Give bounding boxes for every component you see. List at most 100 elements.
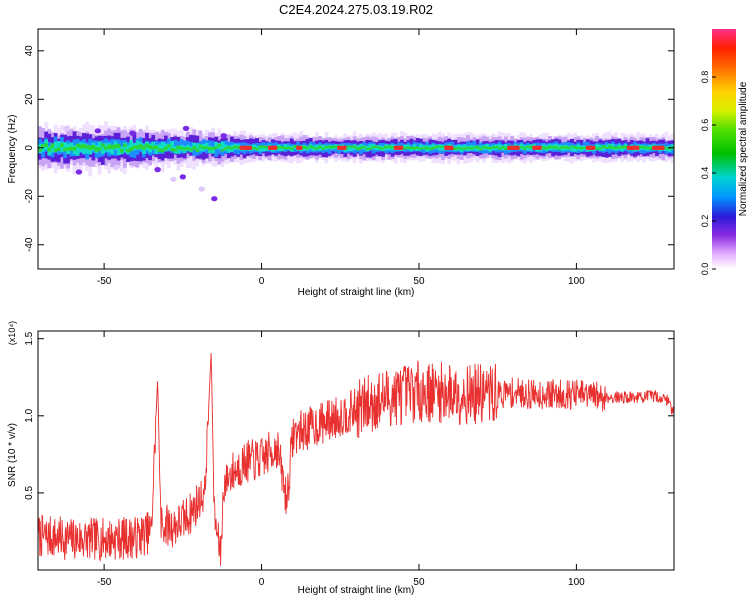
- band-cell: [497, 147, 502, 150]
- band-cell: [522, 147, 527, 150]
- band-cell: [167, 144, 171, 148]
- band-cell: [50, 143, 55, 148]
- band-cell: [217, 143, 222, 147]
- spectrogram-frame: [37, 28, 675, 270]
- band-cell: [201, 146, 206, 150]
- band-cell: [170, 141, 174, 150]
- band-cell: [280, 146, 285, 152]
- band-cell: [601, 145, 606, 149]
- colorbar: 0.0 0.2 0.4 0.6 0.8 Normalized spectral ampl…: [700, 29, 749, 275]
- snr-panel: -50 0 50 100 0.5 1.0 1.5 Height of straight li…: [7, 321, 675, 596]
- band-cell: [170, 147, 174, 152]
- band-cell: [321, 144, 326, 150]
- band-cell: [667, 147, 672, 150]
- band-cell: [132, 143, 137, 159]
- band-cell: [236, 145, 241, 150]
- band-cell: [485, 146, 489, 149]
- feature-blob: [211, 196, 218, 202]
- band-cell: [204, 142, 209, 150]
- band-cell: [623, 145, 628, 149]
- band-cell: [160, 148, 165, 153]
- band-cell: [390, 146, 395, 149]
- band-cell: [349, 145, 354, 148]
- band-cell: [472, 146, 477, 149]
- band-cell: [116, 143, 121, 148]
- band-cell: [491, 146, 496, 149]
- band-cell: [72, 146, 77, 151]
- band-cell: [409, 146, 414, 150]
- band-cell: [346, 145, 351, 148]
- feature-blob: [154, 167, 161, 173]
- band-cell: [441, 144, 445, 151]
- band-cell: [384, 145, 389, 149]
- band-cell: [50, 144, 55, 153]
- band-cell: [463, 147, 467, 150]
- band-cell: [157, 148, 162, 152]
- snr-xtick-label: 50: [413, 577, 425, 588]
- band-cell: [403, 147, 407, 150]
- colorbar-tick-label: 0.0: [700, 263, 710, 276]
- band-cell: [110, 144, 115, 150]
- band-cell: [211, 146, 215, 154]
- band-cell: [441, 145, 445, 148]
- band-cell: [333, 145, 338, 148]
- band-cell: [148, 145, 152, 150]
- band-cell: [173, 139, 178, 150]
- band-cell: [75, 143, 80, 147]
- snr-ylabel: SNR (10 * v/v): [7, 423, 18, 487]
- band-cell: [195, 148, 200, 152]
- band-cell: [648, 144, 653, 149]
- band-cell: [154, 145, 159, 150]
- band-cell: [425, 146, 430, 150]
- band-cell: [349, 146, 354, 151]
- snr-xtick-label: -50: [97, 577, 112, 588]
- band-cell: [107, 144, 112, 150]
- band-cell: [503, 147, 508, 150]
- band-cell: [378, 146, 382, 150]
- band-cell: [208, 147, 212, 151]
- band-cell: [151, 145, 156, 150]
- band-cell: [44, 143, 49, 147]
- feature-blob: [182, 125, 190, 131]
- band-cell: [82, 143, 86, 149]
- band-cell: [453, 147, 458, 151]
- band-cell: [321, 147, 326, 150]
- band-cell: [141, 145, 146, 150]
- band-cell: [365, 147, 370, 150]
- spectrogram-xtick-label: -50: [97, 276, 112, 287]
- band-cell: [123, 142, 127, 152]
- spectrogram-ytick-label: 0: [24, 145, 35, 151]
- band-cell: [598, 147, 603, 150]
- band-cell: [189, 148, 193, 152]
- feature-blob: [75, 169, 83, 175]
- band-cell: [91, 144, 96, 150]
- spectrogram-xlabel: Height of straight line (km): [298, 287, 415, 298]
- peak-segment: [239, 145, 253, 150]
- band-cell: [459, 147, 464, 150]
- band-cell: [47, 147, 52, 152]
- band-cell: [570, 145, 574, 152]
- band-cell: [60, 142, 64, 152]
- band-cell: [469, 146, 474, 150]
- band-cell: [185, 146, 190, 150]
- peak-segment: [267, 145, 278, 150]
- feature-blob: [129, 130, 136, 136]
- band-cell: [639, 145, 644, 149]
- colorbar-tick-label: 0.2: [700, 215, 710, 228]
- band-cell: [182, 140, 187, 151]
- peak-segment: [651, 145, 665, 150]
- figure-title: C2E4.2024.275.03.19.R02: [279, 2, 433, 17]
- band-cell: [374, 145, 379, 148]
- band-cell: [315, 147, 319, 150]
- colorbar-gradient: [712, 29, 736, 269]
- band-cell: [104, 146, 108, 150]
- band-cell: [53, 141, 58, 151]
- feature-blob: [170, 176, 177, 182]
- band-cell: [403, 144, 407, 149]
- band-cell: [406, 146, 411, 150]
- band-cell: [494, 145, 499, 149]
- band-cell: [63, 142, 67, 151]
- band-cell: [387, 145, 392, 149]
- band-cell: [497, 144, 502, 150]
